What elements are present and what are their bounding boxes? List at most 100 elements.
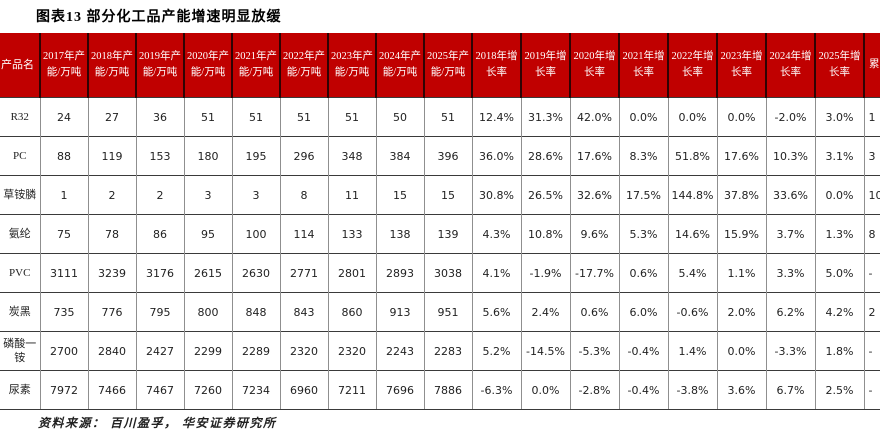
capacity-cell: 2299 [183,331,232,371]
capacity-cell: 3239 [87,253,136,293]
table-row: 磷酸一铵 2700 2840 2427 2299 2289 2320 2320 2243 2283… [0,331,880,371]
growth-cell: 9.6% [569,214,619,254]
capacity-cell: 100 [231,214,280,254]
capacity-cell: 15 [375,175,424,215]
product-name-cell: R32 [0,97,40,137]
growth-cell: -17.7% [569,253,619,293]
clipped-cell: 10 [863,175,880,215]
col-header-capacity-4: 2021年产能/万吨 [231,33,280,98]
capacity-cell: 2840 [87,331,136,371]
growth-cell: 4.1% [471,253,521,293]
growth-cell: 3.1% [814,136,864,176]
capacity-cell: 75 [39,214,88,254]
growth-cell: 37.8% [716,175,766,215]
table-row: 炭黑 735 776 795 800 848 843 860 913 951 5.6% 2.4% 0.6… [0,292,880,332]
growth-cell: -2.0% [765,97,815,137]
capacity-cell: 36 [135,97,184,137]
growth-cell: 5.0% [814,253,864,293]
col-header-product: 产品名 [0,33,40,98]
col-header-clipped: 累 [863,33,880,98]
table-row: R32 24 27 36 51 51 51 51 50 51 12.4% 31.3% 42.0% 0.0%… [0,97,880,137]
capacity-cell: 2320 [327,331,376,371]
capacity-cell: 3038 [423,253,472,293]
growth-cell: 0.0% [716,331,766,371]
growth-cell: -3.3% [765,331,815,371]
col-header-capacity-5: 2022年产能/万吨 [279,33,328,98]
capacity-cell: 114 [279,214,328,254]
table-row: PC 88 119 153 180 195 296 348 384 396 36.0% 28.6% 17… [0,136,880,176]
growth-cell: 0.0% [520,370,570,410]
capacity-cell: 848 [231,292,280,332]
capacity-cell: 951 [423,292,472,332]
product-name-cell: PVC [0,253,40,293]
capacity-table: 产品名 2017年产能/万吨 2018年产能/万吨 2019年产能/万吨 2020年产能… [0,33,880,410]
capacity-cell: 3 [183,175,232,215]
growth-cell: 6.2% [765,292,815,332]
table-body: R32 24 27 36 51 51 51 51 50 51 12.4% 31.3% 42.0% 0.0%… [0,97,880,410]
table-row: 草铵膦 1 2 2 3 3 8 11 15 15 30.8% 26.5% 32.6% 17.5% 144.8… [0,175,880,215]
col-header-capacity-3: 2020年产能/万吨 [183,33,232,98]
capacity-cell: 6960 [279,370,328,410]
col-header-capacity-7: 2024年产能/万吨 [375,33,424,98]
growth-cell: 10.3% [765,136,815,176]
capacity-cell: 138 [375,214,424,254]
product-name-cell: 尿素 [0,370,40,410]
capacity-cell: 3111 [39,253,88,293]
growth-cell: 42.0% [569,97,619,137]
capacity-cell: 51 [231,97,280,137]
table-header: 产品名 2017年产能/万吨 2018年产能/万吨 2019年产能/万吨 2020年产能… [0,33,880,98]
capacity-cell: 2615 [183,253,232,293]
growth-cell: 2.0% [716,292,766,332]
product-name-cell: PC [0,136,40,176]
growth-cell: 5.2% [471,331,521,371]
capacity-cell: 7972 [39,370,88,410]
growth-cell: 1.4% [667,331,717,371]
growth-cell: 0.0% [667,97,717,137]
growth-cell: -6.3% [471,370,521,410]
capacity-cell: 843 [279,292,328,332]
growth-cell: 3.0% [814,97,864,137]
capacity-cell: 296 [279,136,328,176]
growth-cell: 32.6% [569,175,619,215]
growth-cell: -1.9% [520,253,570,293]
growth-cell: 5.6% [471,292,521,332]
col-header-capacity-8: 2025年产能/万吨 [423,33,472,98]
capacity-cell: 2893 [375,253,424,293]
figure-title: 图表13 部分化工品产能增速明显放缓 [36,10,282,25]
capacity-cell: 15 [423,175,472,215]
clipped-cell: - [863,253,880,293]
col-header-capacity-1: 2018年产能/万吨 [87,33,136,98]
capacity-cell: 735 [39,292,88,332]
growth-cell: 33.6% [765,175,815,215]
capacity-cell: 2243 [375,331,424,371]
clipped-cell: - [863,331,880,371]
growth-cell: -3.8% [667,370,717,410]
growth-cell: 51.8% [667,136,717,176]
growth-cell: 2.4% [520,292,570,332]
capacity-cell: 51 [423,97,472,137]
capacity-cell: 7234 [231,370,280,410]
growth-cell: 28.6% [520,136,570,176]
clipped-cell: 3 [863,136,880,176]
capacity-cell: 2700 [39,331,88,371]
growth-cell: -0.4% [618,331,668,371]
capacity-cell: 195 [231,136,280,176]
source-note: 资料来源： 百川盈孚， 华安证券研究所 [38,416,277,430]
capacity-cell: 3 [231,175,280,215]
col-header-growth-1: 2019年增长率 [520,33,570,98]
growth-cell: 12.4% [471,97,521,137]
col-header-growth-6: 2024年增长率 [765,33,815,98]
header-row: 产品名 2017年产能/万吨 2018年产能/万吨 2019年产能/万吨 2020年产能… [0,33,880,98]
table-row: PVC 3111 3239 3176 2615 2630 2771 2801 2893 3038 4… [0,253,880,293]
capacity-cell: 1 [39,175,88,215]
growth-cell: 4.3% [471,214,521,254]
growth-cell: 31.3% [520,97,570,137]
capacity-cell: 2427 [135,331,184,371]
capacity-cell: 7696 [375,370,424,410]
growth-cell: 1.3% [814,214,864,254]
col-header-growth-0: 2018年增长率 [471,33,521,98]
growth-cell: 0.0% [716,97,766,137]
product-name-cell: 草铵膦 [0,175,40,215]
col-header-capacity-6: 2023年产能/万吨 [327,33,376,98]
growth-cell: 0.0% [618,97,668,137]
